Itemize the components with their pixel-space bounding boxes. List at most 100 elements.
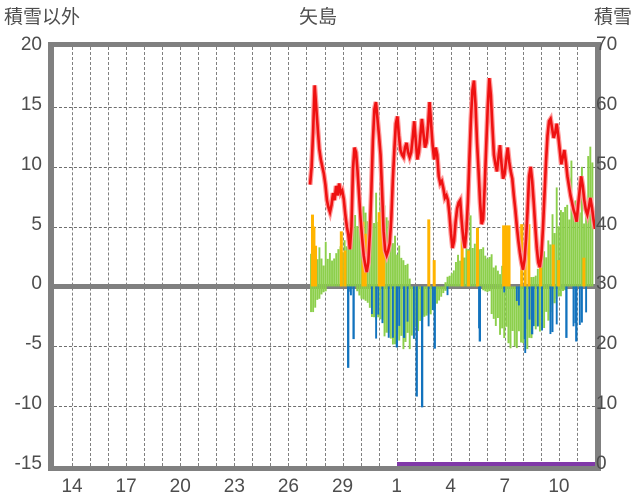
- blue-bar: [446, 286, 449, 296]
- blue-bar: [431, 286, 434, 311]
- green-bar: [583, 223, 585, 287]
- green-bar: [356, 226, 359, 287]
- green-bar: [450, 273, 453, 287]
- green-bar-negative: [494, 286, 497, 326]
- green-bar-negative: [553, 286, 556, 304]
- green-bar: [580, 166, 583, 287]
- green-bar: [394, 235, 396, 287]
- green-bar: [400, 257, 403, 287]
- green-bar-negative: [364, 286, 367, 301]
- green-bar-negative: [442, 286, 445, 294]
- orange-bar: [377, 212, 381, 287]
- vertical-gridline: [216, 47, 218, 466]
- orange-bar: [502, 225, 506, 287]
- orange-bar: [339, 231, 343, 287]
- green-bar: [370, 211, 373, 287]
- x-axis-tick-label: 20: [169, 476, 191, 497]
- y-axis-left-tick-label: 15: [20, 93, 42, 115]
- green-bar: [478, 249, 480, 287]
- green-bar: [490, 254, 493, 287]
- green-bar-negative: [501, 286, 504, 329]
- green-bar-negative: [505, 286, 508, 327]
- blue-bar-spike: [352, 286, 355, 340]
- vertical-gridline: [414, 47, 416, 466]
- green-bar-negative: [368, 286, 371, 308]
- green-bar: [463, 257, 466, 287]
- green-bar: [471, 248, 474, 287]
- y-axis-right-tick-label: 50: [596, 153, 618, 175]
- green-bar-negative: [557, 286, 560, 297]
- green-bar-negative: [490, 286, 493, 315]
- green-bar: [352, 216, 354, 287]
- y-axis-right-tick-label: 40: [596, 213, 618, 235]
- green-bar: [316, 259, 319, 287]
- orange-bar: [504, 225, 508, 287]
- green-bar: [570, 160, 573, 287]
- green-bar-negative: [444, 286, 447, 291]
- green-bar: [328, 253, 331, 287]
- orange-bar: [507, 225, 511, 287]
- green-bar: [347, 232, 350, 287]
- green-bar-negative: [394, 286, 396, 345]
- green-bar: [589, 146, 592, 287]
- green-bar: [326, 258, 329, 287]
- orange-bar: [379, 212, 383, 287]
- green-bar-negative: [358, 286, 361, 296]
- green-bar: [457, 254, 459, 287]
- blue-bar: [349, 286, 352, 296]
- orange-bar: [551, 244, 555, 287]
- green-bar: [496, 270, 499, 287]
- green-bar: [572, 213, 575, 287]
- blue-bar: [536, 286, 539, 327]
- green-bar-negative: [385, 286, 388, 333]
- blue-bar: [370, 286, 373, 315]
- green-bar: [488, 257, 491, 287]
- green-bar: [320, 258, 323, 287]
- green-bar-negative: [417, 286, 420, 332]
- green-bar-negative: [429, 286, 432, 315]
- green-bar-negative: [400, 286, 403, 336]
- vertical-gridline: [432, 47, 434, 466]
- vertical-gridline: [270, 47, 272, 466]
- green-bar: [375, 192, 378, 287]
- horizontal-gridline: [54, 106, 595, 108]
- x-axis-tick-label: 7: [499, 476, 511, 497]
- green-bar-negative: [538, 286, 541, 332]
- green-bar: [492, 267, 495, 287]
- blue-bar: [517, 286, 520, 306]
- blue-bar: [585, 286, 588, 313]
- green-bar: [373, 223, 375, 287]
- green-bar-negative: [314, 286, 317, 308]
- green-bar: [318, 247, 321, 287]
- green-bar: [404, 265, 407, 287]
- blue-bar: [503, 286, 506, 293]
- blue-bar: [377, 286, 380, 315]
- green-bar-negative: [410, 286, 413, 336]
- blue-bar: [555, 286, 558, 325]
- green-bar-negative: [423, 286, 426, 317]
- y-axis-left-tick-label: 20: [20, 34, 42, 55]
- green-bar: [354, 215, 357, 287]
- blue-bar-spike: [420, 286, 424, 408]
- blue-bar: [412, 286, 415, 339]
- green-bar-negative: [507, 286, 510, 344]
- vertical-gridline: [180, 47, 182, 466]
- green-bar-negative: [526, 286, 529, 350]
- blue-bar: [572, 286, 575, 327]
- green-bar-negative: [484, 286, 487, 292]
- left-axis-title: 積雪以外: [4, 7, 81, 28]
- blue-bar-spike: [402, 286, 406, 338]
- green-bar-negative: [366, 286, 369, 303]
- temperature-line: [308, 78, 595, 273]
- green-bar-negative: [499, 286, 501, 335]
- green-bar: [482, 247, 485, 287]
- green-bar-negative: [373, 286, 375, 318]
- x-axis-tick-label: 17: [115, 476, 137, 497]
- x-axis-tick-label: 29: [331, 476, 354, 497]
- vertical-gridline: [234, 47, 236, 466]
- green-bar-negative: [517, 286, 520, 332]
- green-bar-negative: [486, 286, 489, 293]
- vertical-gridline: [252, 47, 254, 466]
- blue-bar: [578, 286, 581, 325]
- green-bar: [559, 210, 562, 287]
